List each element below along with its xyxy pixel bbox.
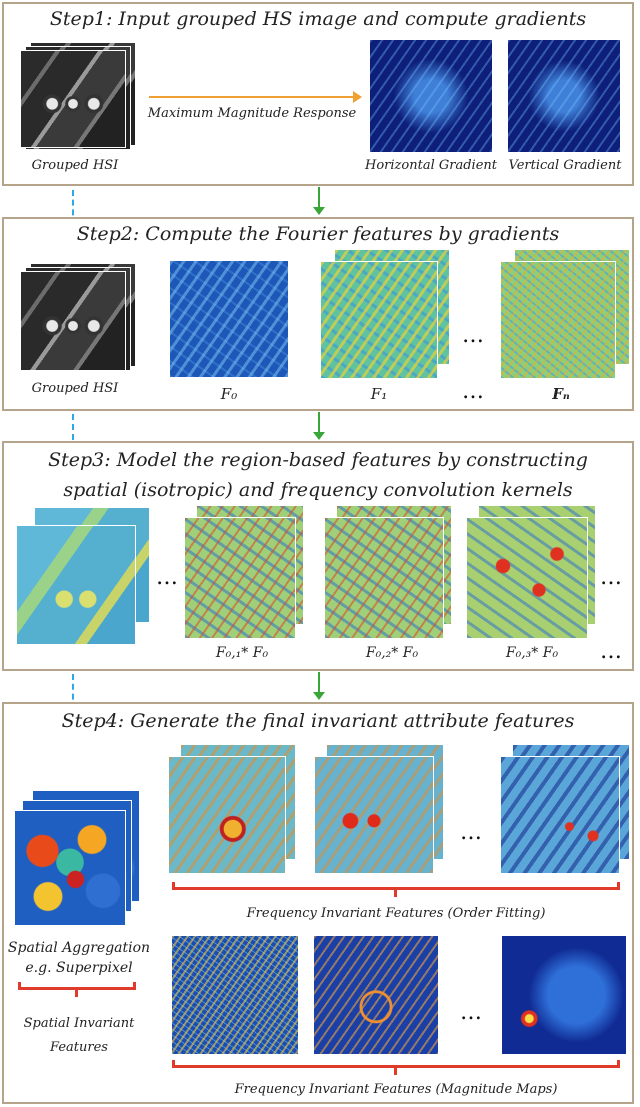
f1-label: F₁: [370, 385, 388, 403]
step2-title: Step2: Compute the Fourier features by g…: [76, 223, 560, 245]
fn-stack: [500, 249, 632, 381]
spatial-agg-line2: e.g. Superpixel: [25, 960, 133, 976]
f0-image: [170, 261, 288, 377]
flow-arrow-3-4: [313, 672, 325, 700]
conv1-label: F₀,₁* F₀: [215, 645, 269, 661]
spatial-brace: [18, 982, 136, 997]
vertical-gradient-label: Vertical Gradient: [508, 158, 622, 173]
order-fit-2: [314, 744, 446, 874]
step2-ellipsis-bottom: …: [462, 379, 486, 404]
step3-panel: Step3: Model the region-based features b…: [2, 441, 634, 671]
magnitude-brace: [172, 1060, 620, 1075]
step3-title-line2: spatial (isotropic) and frequency convol…: [63, 479, 573, 501]
step4-ellipsis-top: …: [460, 820, 484, 845]
isotropic-kernel-stack: [16, 507, 152, 647]
spatial-inv-line2: Features: [50, 1040, 108, 1055]
spatial-inv-line1: Spatial Invariant: [23, 1016, 135, 1031]
magnitude-map-2: [314, 936, 438, 1054]
superpixel-stack: [14, 790, 142, 928]
grouped-hsi-label-2: Grouped HSI: [31, 381, 119, 396]
conv3-stack: [466, 505, 598, 641]
step4-panel: Step4: Generate the final invariant attr…: [2, 702, 634, 1104]
order-fit-3: [500, 744, 632, 874]
grouped-hsi-label-1: Grouped HSI: [31, 158, 119, 173]
step2-panel: Step2: Compute the Fourier features by g…: [2, 217, 634, 411]
step3-title-line1: Step3: Model the region-based features b…: [48, 449, 588, 471]
f0-label: F₀: [220, 385, 238, 403]
f1-stack: [320, 249, 452, 381]
step3-ellipsis-left: …: [156, 565, 180, 590]
magnitude-map-3: [502, 936, 626, 1054]
grouped-hsi-cube-2: [20, 263, 138, 373]
step4-title: Step4: Generate the final invariant attr…: [61, 710, 575, 732]
step1-title: Step1: Input grouped HS image and comput…: [49, 8, 587, 30]
order-fit-label: Frequency Invariant Features (Order Fitt…: [246, 906, 546, 921]
horizontal-gradient-image: [370, 40, 492, 152]
step2-ellipsis: …: [462, 323, 486, 348]
step3-ellipsis-end: …: [600, 639, 624, 664]
conv1-stack: [184, 505, 306, 641]
conv3-label: F₀,₃* F₀: [505, 645, 559, 661]
conv2-label: F₀,₂* F₀: [365, 645, 419, 661]
order-fit-1: [168, 744, 298, 874]
conv2-stack: [324, 505, 454, 641]
flow-arrow-2-3: [313, 412, 325, 440]
step1-panel: Step1: Input grouped HS image and comput…: [2, 2, 634, 186]
magnitude-label: Frequency Invariant Features (Magnitude …: [234, 1082, 558, 1097]
grouped-hsi-cube-1: [20, 42, 138, 150]
mmr-label: Maximum Magnitude Response: [147, 106, 357, 121]
vertical-gradient-image: [508, 40, 620, 152]
step3-ellipsis-right: …: [600, 565, 624, 590]
spatial-agg-line1: Spatial Aggregation: [7, 940, 151, 956]
fn-label: Fₙ: [552, 385, 570, 403]
order-fit-brace: [172, 882, 620, 897]
horizontal-gradient-label: Horizontal Gradient: [365, 158, 497, 173]
mmr-arrow: [149, 91, 362, 103]
magnitude-map-1: [172, 936, 298, 1054]
step4-ellipsis-bottom: …: [460, 1000, 484, 1025]
flow-arrow-1-2: [313, 187, 325, 215]
